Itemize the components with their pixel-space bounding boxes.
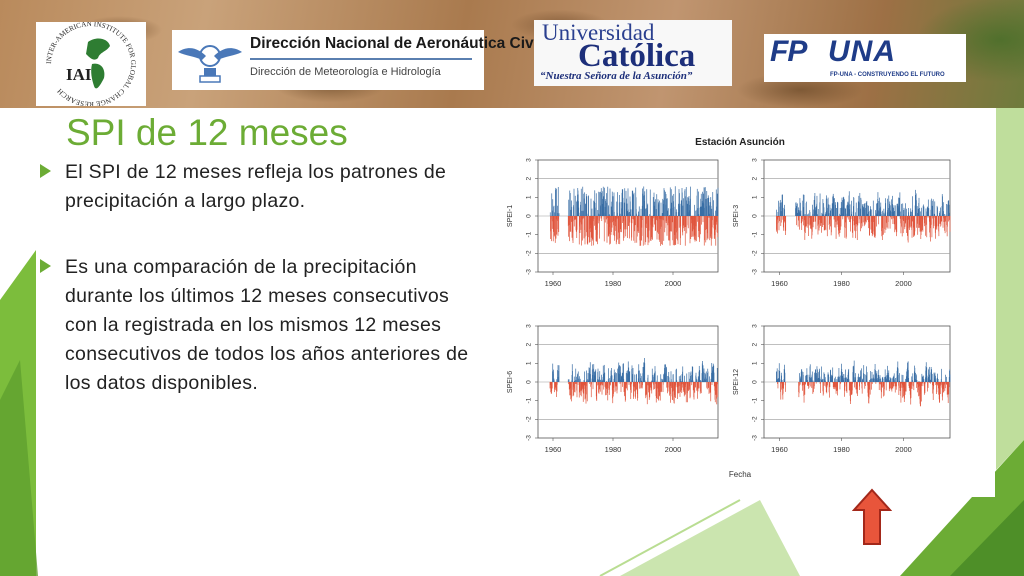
spei-figure: Estación Asunción Fecha -3 -2 -1 0 1 2 3 1960 19… bbox=[482, 118, 995, 497]
y-tick-label: -2 bbox=[526, 250, 533, 256]
y-tick-label: 2 bbox=[526, 342, 533, 346]
y-tick-label: -2 bbox=[526, 416, 533, 422]
y-tick-label: 3 bbox=[526, 158, 533, 162]
y-tick-label: 1 bbox=[526, 361, 533, 365]
x-tick-label: 1980 bbox=[833, 279, 850, 288]
y-tick-label: 3 bbox=[752, 324, 759, 328]
y-axis-label: SPEI-1 bbox=[507, 205, 514, 227]
bullet-text: El SPI de 12 meses refleja los patrones … bbox=[65, 161, 447, 212]
y-tick-label: -1 bbox=[526, 231, 533, 237]
fpuna-part2: UNA bbox=[828, 35, 896, 68]
x-tick-label: 2000 bbox=[665, 279, 682, 288]
y-tick-label: 1 bbox=[752, 361, 759, 365]
dinac-subtitle: Dirección de Meteorología e Hidrología bbox=[250, 66, 441, 78]
uc-motto: “Nuestra Señora de la Asunción” bbox=[540, 70, 693, 82]
y-tick-label: 1 bbox=[752, 195, 759, 199]
y-tick-label: -2 bbox=[752, 250, 759, 256]
fpuna-part1: FP bbox=[770, 35, 807, 68]
x-tick-label: 2000 bbox=[895, 445, 912, 454]
uc-line1: Universidad bbox=[542, 20, 655, 45]
dinac-divider bbox=[250, 58, 472, 60]
x-tick-label: 1960 bbox=[545, 445, 562, 454]
spei-panel: -3 -2 -1 0 1 2 3 1960 1980 2000 SPEI-6 bbox=[507, 324, 719, 454]
y-tick-label: -3 bbox=[526, 435, 533, 441]
y-tick-label: -3 bbox=[526, 269, 533, 275]
y-tick-label: 0 bbox=[526, 380, 533, 384]
y-tick-label: -3 bbox=[752, 435, 759, 441]
spei-panel: -3 -2 -1 0 1 2 3 1960 1980 2000 SPEI-1 bbox=[507, 158, 719, 288]
y-tick-label: 3 bbox=[752, 158, 759, 162]
universidad-catolica-logo: Universidad Católica “Nuestra Señora de … bbox=[534, 20, 732, 86]
x-tick-label: 2000 bbox=[665, 445, 682, 454]
uc-line2: Católica bbox=[578, 38, 696, 74]
bullet-arrow-icon bbox=[40, 259, 51, 273]
spei-charts: Estación Asunción Fecha -3 -2 -1 0 1 2 3 1960 19… bbox=[507, 137, 951, 479]
x-tick-label: 1980 bbox=[833, 445, 850, 454]
x-tick-label: 1960 bbox=[545, 279, 562, 288]
y-tick-label: 0 bbox=[752, 214, 759, 218]
bullet-arrow-icon bbox=[40, 164, 51, 178]
spei-panel: -3 -2 -1 0 1 2 3 1960 1980 2000 SPEI-3 bbox=[733, 158, 951, 288]
y-tick-label: 2 bbox=[526, 176, 533, 180]
chart-title: Estación Asunción bbox=[695, 137, 785, 148]
x-tick-label: 1980 bbox=[605, 445, 622, 454]
y-tick-label: 2 bbox=[752, 342, 759, 346]
dinac-logo: Dirección Nacional de Aeronáutica Civil … bbox=[172, 30, 542, 90]
y-tick-label: -1 bbox=[752, 397, 759, 403]
y-tick-label: 3 bbox=[526, 324, 533, 328]
y-tick-label: -1 bbox=[526, 397, 533, 403]
x-tick-label: 1960 bbox=[771, 445, 788, 454]
fpuna-tagline: FP-UNA - CONSTRUYENDO EL FUTURO bbox=[830, 72, 945, 78]
dinac-title: Dirección Nacional de Aeronáutica Civil bbox=[250, 35, 543, 52]
iai-emblem-icon: INTER-AMERICAN INSTITUTE FOR GLOBAL CHAN… bbox=[45, 20, 137, 108]
y-tick-label: -3 bbox=[752, 269, 759, 275]
y-axis-label: SPEI-6 bbox=[507, 371, 514, 393]
svg-text:INTER-AMERICAN INSTITUTE FOR G: INTER-AMERICAN INSTITUTE FOR GLOBAL CHAN… bbox=[45, 22, 137, 106]
slide-title: SPI de 12 meses bbox=[66, 112, 348, 153]
chart-xlabel: Fecha bbox=[729, 470, 752, 479]
x-tick-label: 1960 bbox=[771, 279, 788, 288]
y-tick-label: -1 bbox=[752, 231, 759, 237]
y-tick-label: 2 bbox=[752, 176, 759, 180]
spei-panel: -3 -2 -1 0 1 2 3 1960 1980 2000 SPEI-12 bbox=[733, 324, 951, 454]
x-tick-label: 2000 bbox=[895, 279, 912, 288]
y-axis-label: SPEI-3 bbox=[733, 205, 740, 227]
y-tick-label: 0 bbox=[526, 214, 533, 218]
y-tick-label: -2 bbox=[752, 416, 759, 422]
dinac-emblem-icon bbox=[178, 45, 242, 83]
y-tick-label: 0 bbox=[752, 380, 759, 384]
x-tick-label: 1980 bbox=[605, 279, 622, 288]
bullet-text: Es una comparación de la precipitación d… bbox=[65, 256, 469, 394]
y-axis-label: SPEI-12 bbox=[733, 369, 740, 395]
y-tick-label: 1 bbox=[526, 195, 533, 199]
up-arrow-icon[interactable] bbox=[852, 488, 892, 546]
iai-logo: INTER-AMERICAN INSTITUTE FOR GLOBAL CHAN… bbox=[36, 20, 146, 108]
fpuna-logo: FP UNA FP-UNA - CONSTRUYENDO EL FUTURO bbox=[764, 34, 966, 82]
iai-name: IAI bbox=[66, 65, 92, 84]
iai-arc-text: INTER-AMERICAN INSTITUTE FOR GLOBAL CHAN… bbox=[45, 20, 137, 108]
